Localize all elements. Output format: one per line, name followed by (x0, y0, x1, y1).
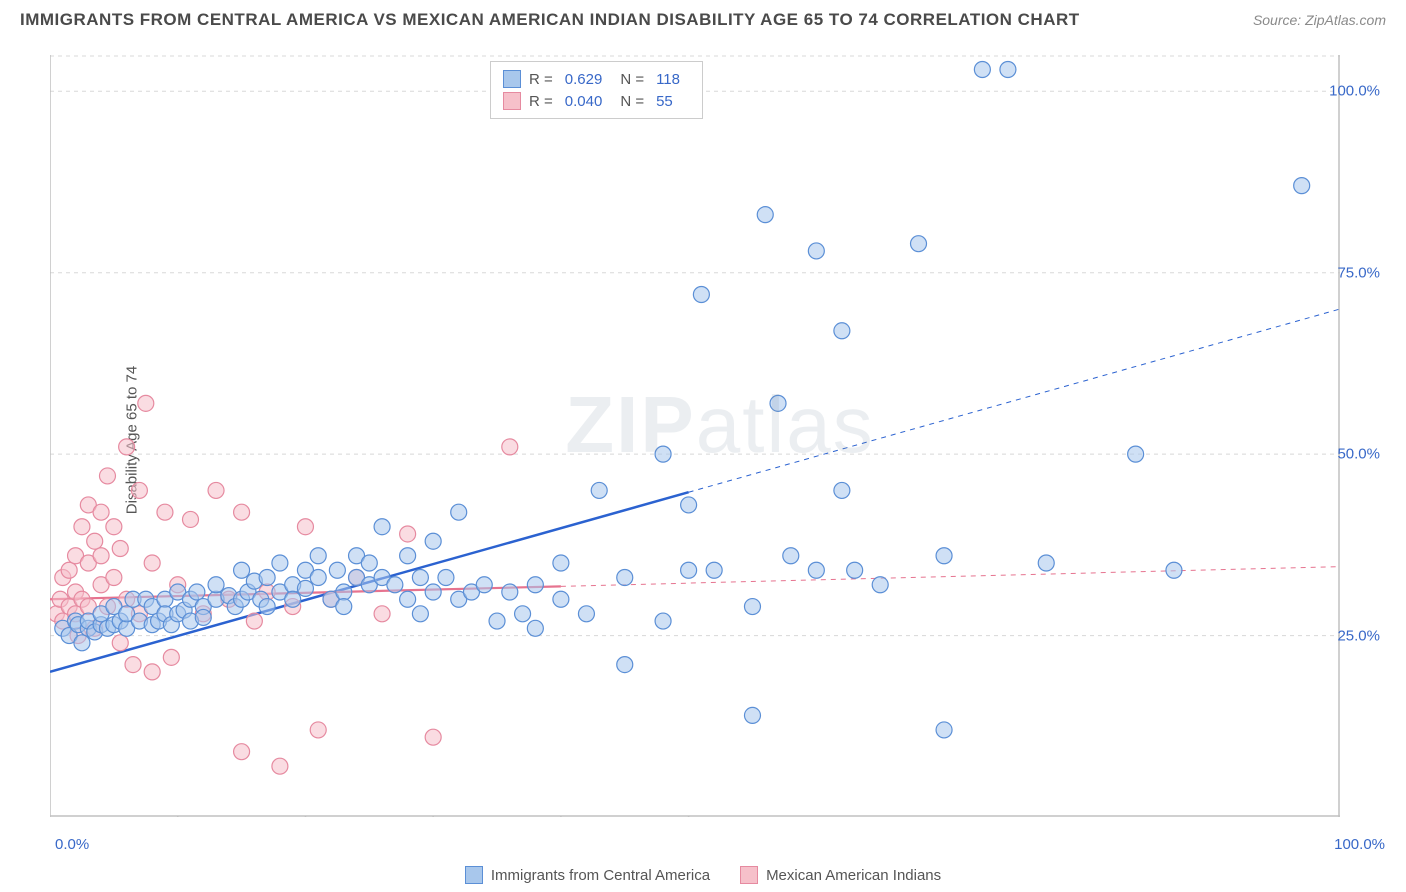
header: IMMIGRANTS FROM CENTRAL AMERICA VS MEXIC… (0, 0, 1406, 35)
scatter-chart (50, 55, 1340, 817)
plot-area: Disability Age 65 to 74 ZIPatlas R = 0.6… (50, 55, 1390, 825)
legend-item-blue: Immigrants from Central America (465, 866, 710, 884)
x-tick-left: 0.0% (55, 836, 89, 853)
series-legend: Immigrants from Central America Mexican … (0, 866, 1406, 884)
n-value: 55 (656, 93, 673, 110)
n-value: 118 (656, 71, 680, 88)
correlation-legend: R = 0.629 N = 118 R = 0.040 N = 55 (490, 61, 703, 119)
swatch-blue (503, 70, 521, 88)
r-value: 0.040 (565, 93, 603, 110)
swatch-blue (465, 866, 483, 884)
n-label: N = (620, 71, 644, 88)
swatch-pink (503, 92, 521, 110)
r-label: R = (529, 71, 553, 88)
y-tick-label: 100.0% (1329, 83, 1380, 100)
legend-row-2: R = 0.040 N = 55 (503, 90, 690, 112)
source-attribution: Source: ZipAtlas.com (1253, 12, 1386, 28)
series-label: Immigrants from Central America (491, 867, 710, 884)
swatch-pink (740, 866, 758, 884)
legend-item-pink: Mexican American Indians (740, 866, 941, 884)
n-label: N = (620, 93, 644, 110)
series-label: Mexican American Indians (766, 867, 941, 884)
y-tick-label: 75.0% (1337, 264, 1380, 281)
y-tick-label: 25.0% (1337, 627, 1380, 644)
chart-title: IMMIGRANTS FROM CENTRAL AMERICA VS MEXIC… (20, 10, 1080, 30)
x-tick-right: 100.0% (1334, 836, 1385, 853)
legend-row-1: R = 0.629 N = 118 (503, 68, 690, 90)
r-value: 0.629 (565, 71, 603, 88)
r-label: R = (529, 93, 553, 110)
y-tick-label: 50.0% (1337, 446, 1380, 463)
